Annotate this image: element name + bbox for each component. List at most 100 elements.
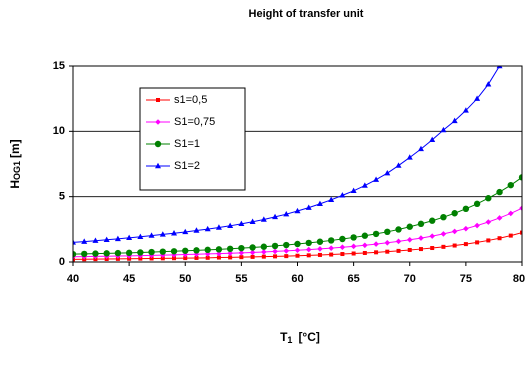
marker xyxy=(451,210,458,217)
marker xyxy=(215,224,222,230)
marker xyxy=(284,254,289,259)
x-tick-label: 50 xyxy=(179,273,191,285)
y-tick-label: 10 xyxy=(53,125,65,137)
marker xyxy=(384,228,391,236)
marker xyxy=(81,250,88,258)
marker xyxy=(507,181,514,189)
marker xyxy=(205,255,210,260)
marker xyxy=(148,232,155,238)
y-label-unit: [m] xyxy=(8,139,22,158)
marker xyxy=(137,249,144,256)
marker xyxy=(384,239,391,246)
x-label-main: T xyxy=(280,330,288,344)
marker xyxy=(418,247,423,252)
marker xyxy=(261,249,267,255)
legend-box xyxy=(139,87,246,191)
marker xyxy=(339,192,346,198)
marker xyxy=(138,256,143,261)
marker xyxy=(160,252,166,258)
x-tick-label: 45 xyxy=(123,273,135,285)
marker xyxy=(160,256,165,261)
marker xyxy=(148,252,155,259)
marker xyxy=(316,238,324,245)
x-tick-label: 70 xyxy=(404,273,416,285)
marker xyxy=(508,233,513,238)
marker xyxy=(316,200,323,207)
marker xyxy=(216,250,222,257)
marker xyxy=(194,255,199,260)
marker xyxy=(350,234,357,241)
marker xyxy=(462,107,469,113)
marker xyxy=(520,230,522,235)
marker xyxy=(305,246,312,253)
marker xyxy=(485,219,492,225)
x-tick-label: 40 xyxy=(67,273,79,285)
marker xyxy=(227,222,234,229)
marker xyxy=(429,217,436,224)
marker xyxy=(204,251,211,257)
y-label-main: H xyxy=(8,180,22,189)
marker xyxy=(193,227,200,233)
marker xyxy=(395,226,402,233)
marker xyxy=(474,95,481,101)
marker xyxy=(384,169,391,176)
marker xyxy=(193,251,200,258)
legend-marker xyxy=(154,140,162,148)
marker xyxy=(351,251,356,256)
marker xyxy=(350,187,357,193)
marker xyxy=(73,239,76,245)
marker xyxy=(260,216,267,222)
marker xyxy=(73,250,77,258)
marker xyxy=(137,233,144,239)
marker xyxy=(475,240,480,245)
x-tick-label: 55 xyxy=(235,273,247,285)
marker xyxy=(294,240,301,248)
marker xyxy=(407,247,412,252)
marker xyxy=(417,145,424,152)
marker xyxy=(339,244,346,251)
marker xyxy=(294,247,301,254)
marker xyxy=(228,255,233,260)
marker xyxy=(463,225,469,232)
marker xyxy=(451,117,458,124)
x-label-sub: 1 xyxy=(287,335,292,345)
marker xyxy=(518,174,522,181)
marker xyxy=(395,238,402,245)
marker xyxy=(272,248,278,255)
marker xyxy=(294,207,301,214)
marker xyxy=(183,256,188,261)
x-axis-label: T1 [°C] xyxy=(280,330,320,345)
marker xyxy=(226,245,234,253)
marker xyxy=(271,242,279,250)
marker xyxy=(159,231,166,237)
marker xyxy=(273,254,278,259)
marker xyxy=(317,246,323,252)
marker xyxy=(496,215,503,221)
marker xyxy=(329,252,334,257)
marker xyxy=(507,210,514,217)
marker xyxy=(519,205,522,211)
marker xyxy=(73,257,75,262)
marker xyxy=(92,250,99,257)
marker xyxy=(159,248,166,255)
marker xyxy=(283,241,290,249)
marker xyxy=(496,188,503,196)
marker xyxy=(317,252,322,257)
marker xyxy=(395,162,402,168)
marker xyxy=(485,195,492,202)
marker xyxy=(462,205,470,213)
marker xyxy=(114,249,122,257)
marker xyxy=(429,233,435,239)
marker xyxy=(149,256,154,261)
marker xyxy=(340,252,345,257)
marker xyxy=(473,200,481,208)
marker xyxy=(227,250,233,257)
legend: s1=0,5 S1=0,75 S1=1 S1=2 xyxy=(139,87,246,191)
plot-area xyxy=(73,66,522,262)
marker xyxy=(126,234,133,241)
marker xyxy=(373,241,379,247)
marker xyxy=(171,230,178,236)
legend-marker xyxy=(155,162,161,169)
marker xyxy=(171,252,177,258)
